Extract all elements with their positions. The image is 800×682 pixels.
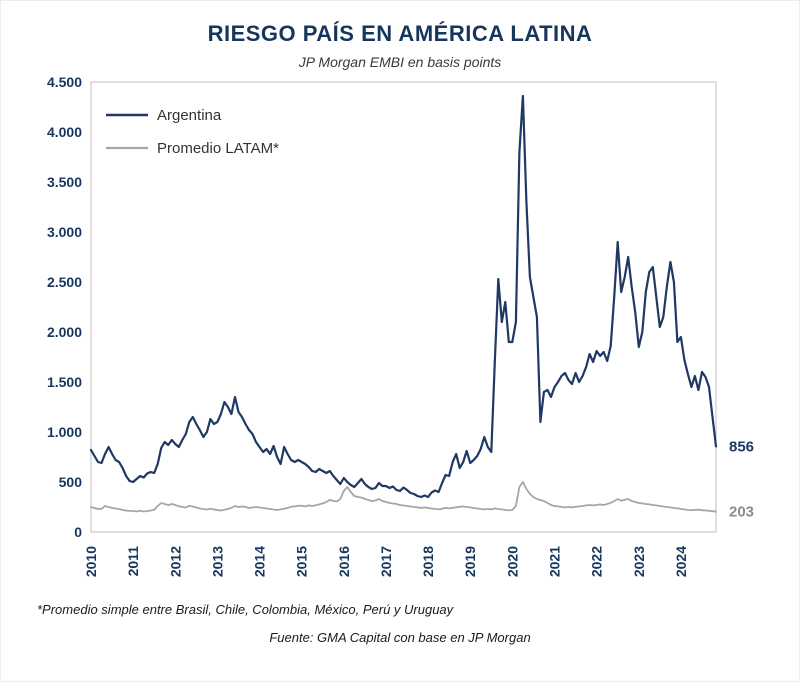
y-tick-label: 4.000 <box>47 124 82 140</box>
x-tick-label: 2014 <box>252 546 268 577</box>
y-tick-label: 1.000 <box>47 424 82 440</box>
y-tick-label: 2.500 <box>47 274 82 290</box>
x-tick-label: 2017 <box>378 546 394 577</box>
chart-title: RIESGO PAÍS EN AMÉRICA LATINA <box>207 21 593 46</box>
legend-label-argentina: Argentina <box>157 107 222 124</box>
series-line-argentina <box>89 94 718 499</box>
y-tick-label: 4.500 <box>47 74 82 90</box>
x-tick-label: 2023 <box>631 546 647 577</box>
legend-label-latam: Promedio LATAM* <box>157 140 279 157</box>
series-line-promedio-latam- <box>90 481 717 513</box>
chart-subtitle: JP Morgan EMBI en basis points <box>298 54 502 70</box>
embi-line-chart: 0 500 1.000 1.500 2.000 2.500 3.000 3.500 4.000 4… <box>47 74 754 577</box>
y-tick-label: 3.000 <box>47 224 82 240</box>
x-tick-label: 2024 <box>673 546 689 577</box>
x-tick-label: 2020 <box>504 546 520 577</box>
y-tick-label: 1.500 <box>47 374 82 390</box>
y-tick-label: 2.000 <box>47 324 82 340</box>
plot-area <box>90 81 717 533</box>
x-tick-label: 2015 <box>294 546 310 577</box>
legend: Argentina Promedio LATAM* <box>106 107 279 157</box>
x-tick-label: 2019 <box>462 546 478 577</box>
x-axis-labels: 2010 2011 2012 2013 2014 2015 2016 2017 2018 2019… <box>83 546 689 577</box>
series-end-labels: 856 203 <box>729 438 754 520</box>
y-tick-label: 500 <box>59 474 83 490</box>
footnote-promedio: *Promedio simple entre Brasil, Chile, Co… <box>37 602 454 617</box>
x-tick-label: 2012 <box>167 546 183 577</box>
end-label-argentina: 856 <box>729 438 754 455</box>
x-tick-label: 2013 <box>209 546 225 577</box>
series-lines <box>89 94 718 513</box>
x-tick-label: 2022 <box>589 546 605 577</box>
end-label-promedio-latam-: 203 <box>729 504 754 521</box>
y-tick-label: 3.500 <box>47 174 82 190</box>
y-tick-label: 0 <box>74 524 82 540</box>
x-tick-label: 2010 <box>83 546 99 577</box>
x-tick-label: 2021 <box>546 546 562 577</box>
footnote-fuente: Fuente: GMA Capital con base en JP Morga… <box>269 630 531 645</box>
y-axis-labels: 0 500 1.000 1.500 2.000 2.500 3.000 3.500 4.000 4… <box>47 74 82 540</box>
x-tick-label: 2011 <box>125 546 141 577</box>
x-tick-label: 2018 <box>420 546 436 577</box>
x-tick-label: 2016 <box>336 546 352 577</box>
